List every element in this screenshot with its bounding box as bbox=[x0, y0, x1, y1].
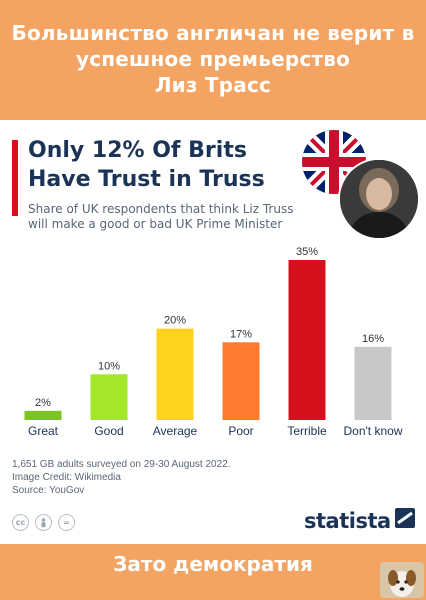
footer-notes: 1,651 GB adults surveyed on 29-30 August… bbox=[12, 458, 231, 497]
category-label-great: Great bbox=[28, 424, 59, 438]
chart-title: Only 12% Of Brits Have Trust in Truss bbox=[28, 136, 298, 194]
value-label-terrible: 35% bbox=[296, 246, 318, 258]
chart-subtitle-line-2: will make a good or bad UK Prime Ministe… bbox=[28, 217, 283, 231]
note-source: Source: YouGov bbox=[12, 485, 85, 496]
bar-average bbox=[156, 328, 194, 420]
bar-poor bbox=[222, 342, 260, 420]
liz-truss-portrait bbox=[338, 158, 420, 240]
value-label-great: 2% bbox=[35, 397, 51, 409]
value-label-don-t-know: 16% bbox=[362, 333, 384, 345]
top-banner: Большинство англичан не верит в успешное… bbox=[0, 0, 426, 118]
bar-good bbox=[90, 374, 128, 420]
bar-don-t-know bbox=[354, 346, 392, 420]
statista-logo-icon bbox=[394, 508, 415, 533]
value-label-poor: 17% bbox=[230, 328, 252, 340]
category-label-terrible: Terrible bbox=[287, 424, 327, 438]
cc-icon[interactable]: cc bbox=[12, 514, 29, 531]
category-label-average: Average bbox=[153, 424, 198, 438]
chart-subtitle: Share of UK respondents that think Liz T… bbox=[28, 202, 328, 232]
statista-wordmark: statista bbox=[304, 508, 391, 533]
note-image-credit: Image Credit: Wikimedia bbox=[12, 472, 121, 483]
category-label-don-t-know: Don't know bbox=[344, 424, 403, 438]
chart-title-line-1: Only 12% Of Brits bbox=[28, 138, 247, 163]
bar-terrible bbox=[288, 260, 326, 420]
bar-chart-svg: 2% Great 10% Good 20% Average 17% Poor 35% Terrib… bbox=[24, 246, 403, 438]
bottom-banner: Зато демократия bbox=[0, 546, 426, 600]
person-icon[interactable] bbox=[35, 514, 52, 531]
note-survey: 1,651 GB adults surveyed on 29-30 August… bbox=[12, 459, 231, 470]
banner-line-3: Лиз Трасс bbox=[154, 73, 272, 97]
equals-icon[interactable]: = bbox=[58, 514, 75, 531]
dog-avatar bbox=[380, 562, 424, 598]
chart-subtitle-line-1: Share of UK respondents that think Liz T… bbox=[28, 202, 294, 216]
value-label-good: 10% bbox=[98, 360, 120, 372]
banner-line-2: успешное премьерство bbox=[75, 47, 351, 71]
value-label-average: 20% bbox=[164, 315, 186, 327]
category-label-poor: Poor bbox=[228, 424, 253, 438]
bar-great bbox=[24, 410, 62, 420]
infographic-card: Only 12% Of Brits Have Trust in Truss Sh… bbox=[0, 120, 426, 544]
license-icons: cc = bbox=[12, 514, 75, 531]
category-label-good: Good bbox=[94, 424, 123, 438]
statista-logo[interactable]: statista bbox=[304, 508, 415, 533]
title-accent-bar bbox=[12, 140, 18, 216]
chart-title-line-2: Have Trust in Truss bbox=[28, 167, 265, 192]
bottom-banner-text: Зато демократия bbox=[113, 552, 313, 576]
bar-chart: 2% Great 10% Good 20% Average 17% Poor 35% Terrib… bbox=[0, 240, 426, 440]
banner-line-1: Большинство англичан не верит в bbox=[11, 21, 415, 45]
